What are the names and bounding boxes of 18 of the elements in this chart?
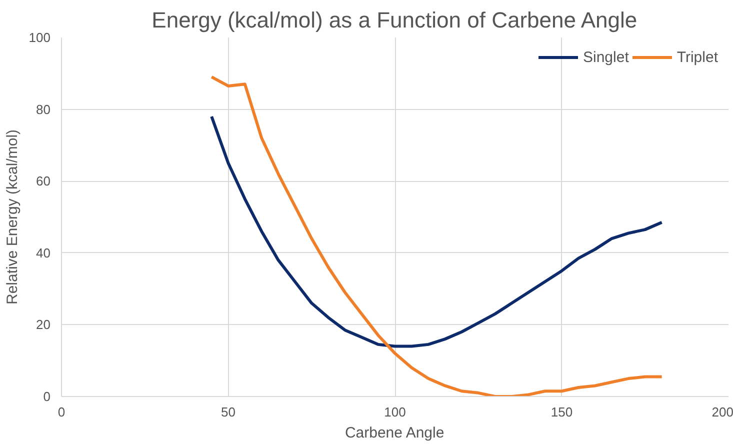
line-series — [210, 114, 664, 348]
chart-title: Energy (kcal/mol) as a Function of Carbene Angle — [152, 8, 638, 32]
y-tick-label: 20 — [36, 317, 51, 332]
y-tick-label: 100 — [28, 30, 51, 45]
y-axis-title: Relative Energy (kcal/mol) — [4, 129, 21, 305]
y-tick-label: 80 — [36, 102, 51, 117]
x-axis-title: Carbene Angle — [344, 424, 444, 442]
y-tick-label: 60 — [36, 174, 51, 189]
x-tick-label: 50 — [221, 404, 236, 420]
x-tick-label: 200 — [712, 404, 733, 420]
y-tick-label: 0 — [43, 389, 51, 404]
x-tick-label: 100 — [384, 404, 406, 420]
legend-label: Singlet — [583, 48, 629, 66]
line-series — [210, 75, 664, 396]
legend-label: Triplet — [676, 48, 718, 66]
y-tick-label: 40 — [36, 245, 51, 260]
x-tick-label: 0 — [58, 404, 66, 420]
x-tick-label: 150 — [550, 404, 573, 420]
